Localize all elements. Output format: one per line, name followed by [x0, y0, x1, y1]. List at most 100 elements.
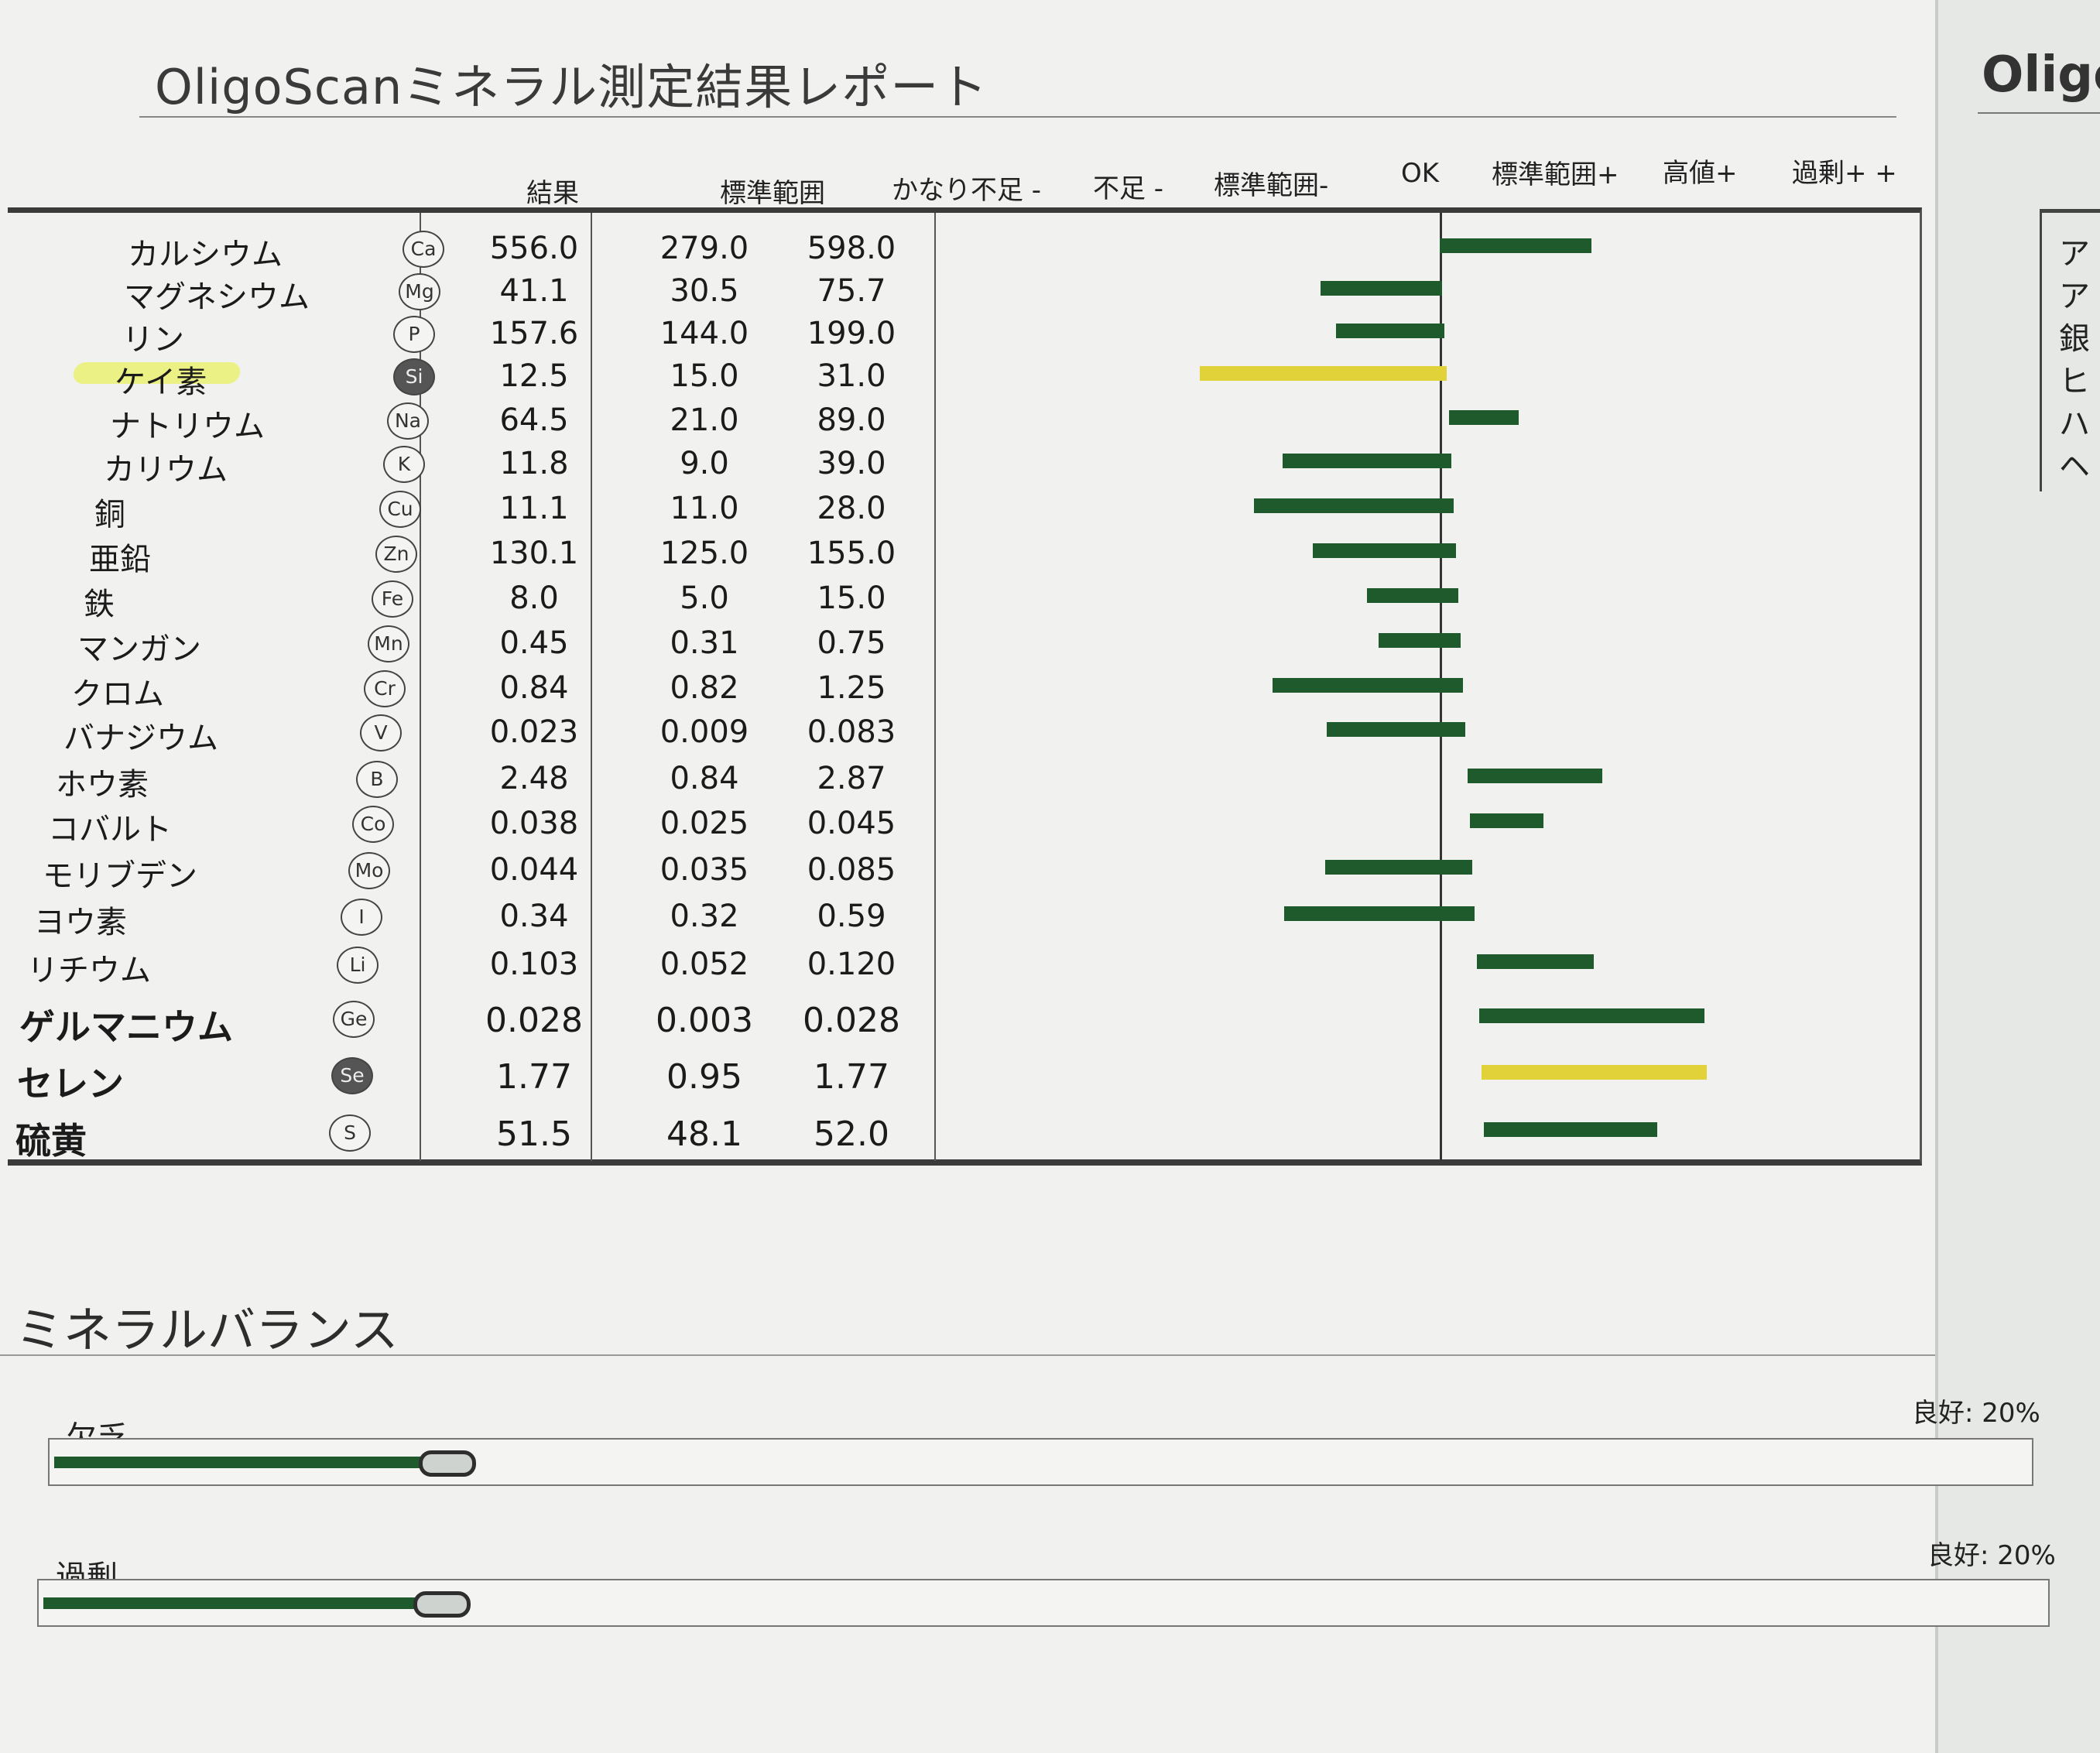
element-symbol-badge: Co: [352, 806, 394, 843]
value-max: 0.028: [803, 1001, 900, 1040]
mineral-name: マグネシウム: [124, 279, 310, 315]
element-symbol-badge: K: [383, 446, 425, 483]
deviation-bar: [1326, 722, 1465, 737]
element-symbol-badge: Zn: [375, 536, 417, 573]
excess-slider-handle[interactable]: [413, 1591, 471, 1618]
value-result: 130.1: [489, 536, 579, 571]
value-max: 2.87: [817, 761, 886, 796]
adjacent-row-glyph: ヒ: [2059, 364, 2090, 399]
element-symbol-badge: Se: [331, 1057, 373, 1094]
header-ok: OK: [1401, 158, 1440, 189]
deviation-bar: [1479, 1008, 1705, 1023]
value-result: 12.5: [499, 358, 569, 394]
value-result: 41.1: [499, 273, 569, 309]
deviation-bar: [1336, 324, 1444, 338]
element-symbol-badge: V: [360, 714, 402, 752]
excess-fill: [43, 1597, 426, 1609]
adjacent-title-rule: [1978, 112, 2100, 114]
value-min: 9.0: [680, 446, 729, 481]
value-max: 0.085: [807, 852, 896, 888]
deviation-bar: [1468, 769, 1602, 783]
balance-section-rule: [0, 1354, 1935, 1356]
column-divider: [591, 213, 592, 1161]
element-symbol-badge: Na: [387, 402, 429, 440]
element-symbol-badge: Mn: [368, 625, 409, 663]
value-min: 0.32: [670, 899, 739, 934]
element-symbol-badge: Ge: [333, 1001, 375, 1038]
column-divider: [934, 213, 936, 1161]
deviation-bar: [1470, 813, 1544, 828]
value-max: 39.0: [817, 446, 886, 481]
header-range-minus: 標準範囲-: [1214, 170, 1329, 201]
adjacent-table: [2040, 209, 2100, 491]
element-symbol-badge: Mo: [348, 852, 390, 889]
excess-good-rate: 良好: 20%: [1927, 1540, 2056, 1571]
value-result: 0.45: [499, 625, 569, 661]
value-max: 0.75: [817, 625, 886, 661]
mineral-name: ナトリウム: [110, 409, 265, 444]
deviation-bar: [1313, 543, 1456, 558]
deviation-bar: [1484, 1122, 1657, 1137]
header-result: 結果: [526, 178, 579, 209]
value-min: 0.31: [670, 625, 739, 661]
element-symbol-badge: Fe: [372, 580, 413, 618]
header-standard-range: 標準範囲: [720, 178, 825, 209]
deviation-bar: [1477, 954, 1595, 969]
adjacent-row-glyph: ハ: [2059, 406, 2090, 442]
mineral-name: モリブデン: [43, 858, 197, 894]
adjacent-row-glyph: ヘ: [2059, 449, 2090, 484]
value-min: 11.0: [670, 491, 739, 526]
results-table: [8, 207, 1922, 1166]
element-symbol-badge: Mg: [399, 273, 440, 310]
value-max: 0.083: [807, 714, 896, 750]
element-symbol-badge: Cr: [364, 670, 406, 707]
value-max: 0.59: [817, 899, 886, 934]
value-result: 8.0: [509, 580, 559, 616]
element-symbol-badge: P: [393, 316, 435, 353]
mineral-name: マンガン: [77, 632, 201, 667]
mineral-name: バナジウム: [63, 721, 218, 756]
report-title: OligoScanミネラル測定結果レポート: [155, 59, 988, 115]
value-result: 2.48: [499, 761, 569, 796]
value-max: 1.77: [814, 1057, 889, 1097]
header-range-plus: 標準範囲+: [1492, 159, 1619, 190]
deviation-bar: [1367, 588, 1458, 603]
value-result: 0.044: [489, 852, 579, 888]
deviation-bar: [1324, 860, 1472, 875]
adjacent-row-glyph: ア: [2059, 279, 2090, 314]
mineral-name: 銅: [94, 497, 125, 532]
value-min: 0.025: [659, 806, 749, 841]
element-symbol-badge: S: [329, 1114, 371, 1152]
value-max: 0.120: [807, 947, 896, 982]
mineral-name: ゲルマニウム: [19, 1006, 233, 1048]
mineral-name: セレン: [17, 1063, 124, 1104]
header-low: 不足 -: [1093, 173, 1164, 204]
deficiency-slider-handle[interactable]: [419, 1450, 477, 1477]
mineral-name: 亜鉛: [89, 542, 151, 577]
element-symbol-badge: Ca: [403, 231, 444, 268]
value-max: 31.0: [817, 358, 886, 394]
deficiency-track: [48, 1438, 2033, 1486]
mineral-name: 鉄: [84, 587, 115, 622]
mineral-name: クロム: [71, 676, 164, 712]
title-rule: [139, 116, 1896, 118]
value-min: 0.035: [659, 852, 749, 888]
value-min: 0.003: [656, 1001, 753, 1040]
value-min: 21.0: [670, 402, 739, 438]
header-very-low: かなり不足 -: [892, 175, 1042, 206]
deviation-bar: [1282, 454, 1451, 468]
element-symbol-badge: Si: [393, 358, 435, 395]
header-high: 高値+: [1663, 158, 1738, 189]
adjacent-row-glyph: ア: [2059, 236, 2090, 272]
value-result: 11.8: [499, 446, 569, 481]
value-min: 5.0: [680, 580, 729, 616]
value-result: 64.5: [499, 402, 569, 438]
mineral-name: カリウム: [104, 452, 228, 488]
mineral-name: コバルト: [48, 812, 172, 847]
deviation-bar: [1321, 281, 1442, 296]
value-max: 1.25: [817, 670, 886, 706]
header-excess: 過剰+ +: [1792, 158, 1897, 189]
mineral-name: ケイ素: [115, 365, 207, 400]
value-max: 0.045: [807, 806, 896, 841]
element-symbol-badge: Cu: [379, 491, 421, 528]
